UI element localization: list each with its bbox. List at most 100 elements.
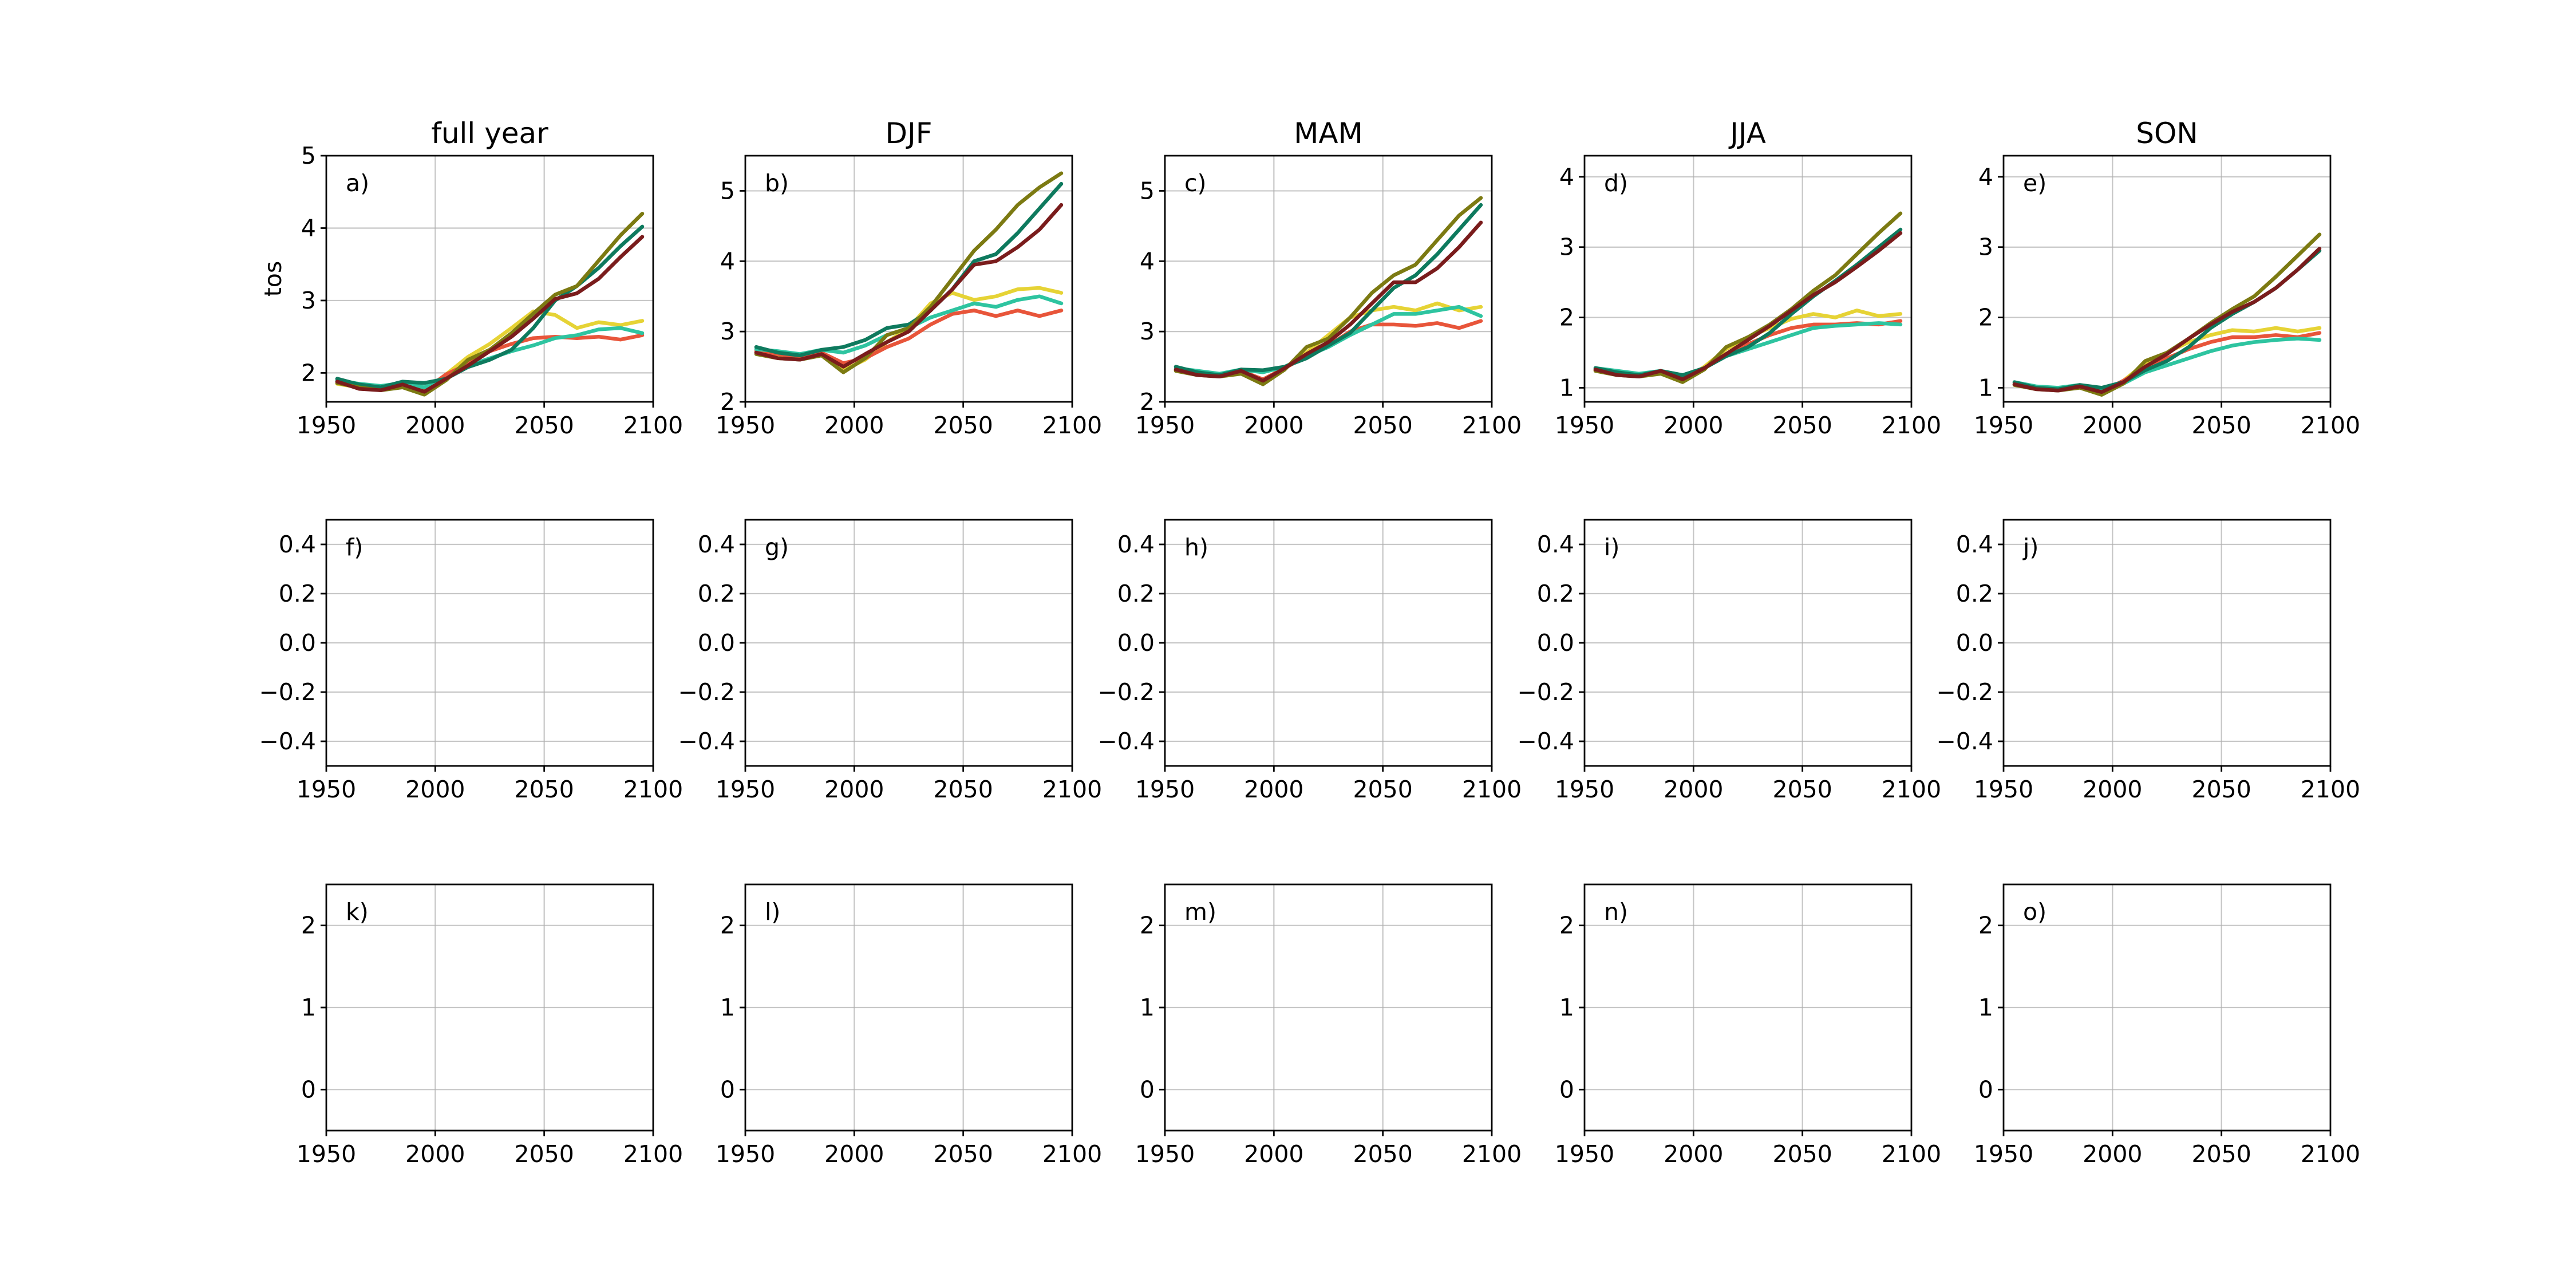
panel-k: 1950 2000 2050 2100 0 1 2 k)	[297, 883, 683, 1168]
x-tick-label: 2000	[1244, 776, 1303, 803]
x-tick-label: 2000	[2083, 776, 2142, 803]
panel-letter: c)	[1184, 169, 1207, 197]
y-tick-label: 0.4	[1117, 531, 1155, 558]
panel-l: 1950 2000 2050 2100 0 1 2 l)	[716, 883, 1102, 1168]
panel-letter: b)	[765, 169, 789, 197]
axes-frame	[2002, 155, 2332, 403]
x-tick-label: 1950	[1974, 1140, 2033, 1168]
y-tick-label: 0	[301, 1076, 316, 1103]
x-tick-label: 1950	[1974, 412, 2033, 439]
series-line-6	[1174, 220, 1483, 383]
y-tick-label: −0.4	[1097, 728, 1155, 755]
y-tick-label: 5	[1140, 177, 1155, 204]
panel-letter: e)	[2023, 169, 2046, 197]
x-tick-label: 1950	[297, 1140, 356, 1168]
x-tick-label: 2050	[1772, 1140, 1832, 1168]
x-tick-label: 1950	[1135, 1140, 1195, 1168]
x-tick-label: 2100	[623, 1140, 683, 1168]
y-tick-label: 0.2	[279, 580, 316, 607]
x-tick-label: 2100	[1882, 1140, 1941, 1168]
y-tick-label: −0.2	[1517, 678, 1574, 706]
x-tick-label: 1950	[1135, 412, 1195, 439]
y-tick-label: 5	[720, 177, 735, 204]
x-tick-label: 2100	[1882, 412, 1941, 439]
panel-e: 1950 2000 2050 2100 1 2 3 4 e) SON	[1974, 117, 2360, 439]
panel-letter: f)	[346, 534, 363, 561]
x-tick-label: 2050	[1772, 412, 1832, 439]
y-tick-label: 0.0	[698, 629, 735, 657]
y-tick-label: 3	[720, 318, 735, 345]
panel-letter: j)	[2022, 534, 2038, 561]
y-tick-label: 2	[720, 388, 735, 416]
y-tick-label: −0.4	[259, 728, 316, 755]
y-tick-label: 2	[1978, 912, 1993, 939]
x-tick-label: 2050	[2191, 776, 2251, 803]
axes-frame	[1583, 155, 1913, 403]
y-tick-label: 0	[720, 1076, 735, 1103]
y-tick-label: 1	[720, 994, 735, 1021]
y-tick-label: 4	[720, 247, 735, 275]
y-tick-label: 2	[301, 359, 316, 386]
y-tick-label: 3	[1978, 234, 1993, 261]
series-line-6	[335, 235, 645, 394]
panel-i: 1950 2000 2050 2100 −0.4 −0.2 0.0 0.2 0.4 i)	[1517, 519, 1941, 803]
panel-m: 1950 2000 2050 2100 0 1 2 m)	[1135, 883, 1522, 1168]
x-tick-label: 2000	[1664, 1140, 1723, 1168]
x-tick-label: 2100	[1882, 776, 1941, 803]
panel-c: 1950 2000 2050 2100 2 3 4 5 c) MAM	[1135, 117, 1522, 439]
y-tick-label: 0.2	[1956, 580, 1993, 607]
panel-g: 1950 2000 2050 2100 −0.4 −0.2 0.0 0.2 0.4 g)	[678, 519, 1102, 803]
y-tick-label: 2	[1559, 912, 1574, 939]
panel-letter: h)	[1184, 534, 1208, 561]
x-tick-label: 2050	[1353, 1140, 1412, 1168]
x-tick-label: 2100	[1042, 776, 1102, 803]
panel-h: 1950 2000 2050 2100 −0.4 −0.2 0.0 0.2 0.4 h)	[1097, 519, 1522, 803]
x-tick-label: 2050	[1353, 412, 1412, 439]
series-line-6	[2012, 246, 2322, 394]
y-tick-label: 0.2	[1537, 580, 1574, 607]
y-tick-label: 2	[720, 912, 735, 939]
y-tick-label: 4	[1559, 163, 1574, 191]
x-tick-label: 2000	[405, 1140, 465, 1168]
panel-letter: m)	[1184, 898, 1216, 926]
y-tick-label: 3	[1559, 234, 1574, 261]
x-tick-label: 2100	[2301, 776, 2360, 803]
series-line-6	[754, 203, 1064, 369]
x-tick-label: 1950	[716, 776, 775, 803]
x-tick-label: 2000	[1664, 776, 1723, 803]
x-tick-label: 1950	[716, 412, 775, 439]
x-tick-label: 1950	[1555, 1140, 1614, 1168]
panel-j: 1950 2000 2050 2100 −0.4 −0.2 0.0 0.2 0.4 j)	[1936, 519, 2360, 803]
panel-letter: d)	[1604, 169, 1628, 197]
x-tick-label: 2100	[1042, 412, 1102, 439]
y-tick-label: 0.4	[1956, 531, 1993, 558]
panel-o: 1950 2000 2050 2100 0 1 2 o)	[1974, 883, 2360, 1168]
y-tick-label: 3	[301, 287, 316, 314]
x-tick-label: 2000	[1244, 1140, 1303, 1168]
x-tick-label: 2000	[824, 412, 884, 439]
panel-f: 1950 2000 2050 2100 −0.4 −0.2 0.0 0.2 0.4 f)	[259, 519, 683, 803]
x-tick-label: 2100	[2301, 1140, 2360, 1168]
y-tick-label: 0.2	[1117, 580, 1155, 607]
x-tick-label: 2000	[2083, 412, 2142, 439]
x-tick-label: 1950	[1974, 776, 2033, 803]
x-tick-label: 2050	[514, 776, 574, 803]
y-tick-label: 0.0	[1537, 629, 1574, 657]
x-tick-label: 2100	[2301, 412, 2360, 439]
x-tick-label: 1950	[1555, 412, 1614, 439]
y-tick-label: 2	[1140, 912, 1155, 939]
x-tick-label: 2050	[933, 412, 993, 439]
x-tick-label: 2000	[2083, 1140, 2142, 1168]
x-tick-label: 2100	[1042, 1140, 1102, 1168]
panel-title: JJA	[1728, 117, 1766, 150]
x-tick-label: 2000	[824, 776, 884, 803]
panel-letter: i)	[1604, 534, 1619, 561]
y-tick-label: 3	[1140, 318, 1155, 345]
x-tick-label: 1950	[297, 412, 356, 439]
y-tick-label: −0.4	[1517, 728, 1574, 755]
y-tick-label: 5	[301, 142, 316, 169]
panel-title: DJF	[885, 117, 932, 150]
